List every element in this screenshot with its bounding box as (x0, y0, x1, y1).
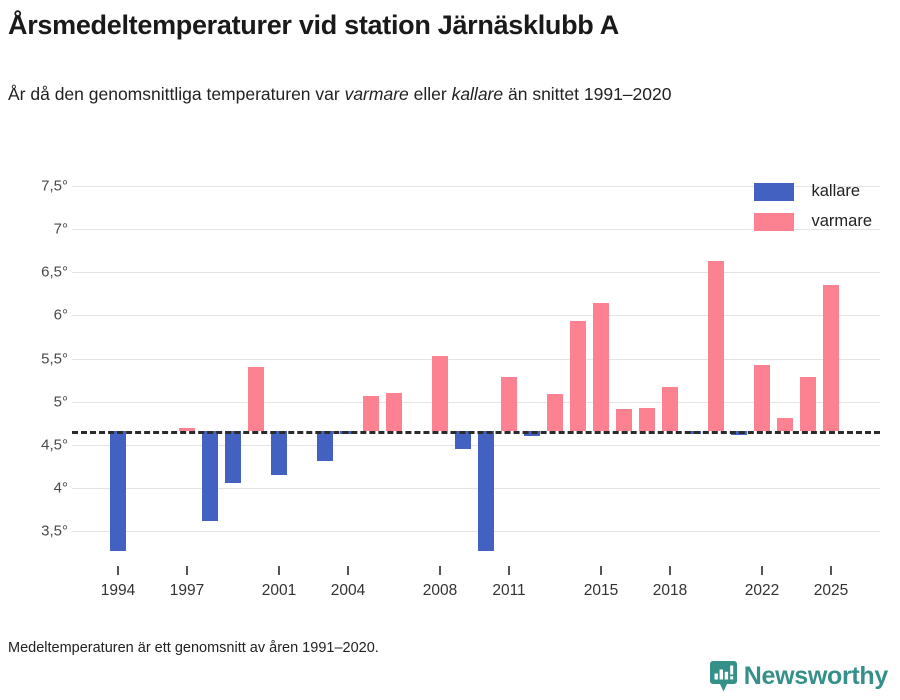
y-axis-tick-label: 3,5° (41, 522, 68, 540)
bar-2023[interactable] (777, 418, 793, 431)
y-axis-tick-label: 6° (53, 306, 68, 324)
legend-swatch-cold-icon (754, 182, 795, 201)
gridline (72, 531, 880, 532)
y-axis-tick-label: 4° (53, 479, 68, 497)
x-axis-tick (761, 566, 763, 575)
chart-legend: kallare varmare (754, 182, 872, 242)
bar-2016[interactable] (616, 409, 632, 431)
chart-subtitle: År då den genomsnittliga temperaturen va… (8, 80, 858, 108)
gridline (72, 401, 880, 403)
bar-2009[interactable] (455, 430, 471, 450)
bar-2000[interactable] (248, 367, 264, 431)
legend-item-kallare[interactable]: kallare (754, 182, 872, 201)
bar-chart-pin-icon (709, 661, 737, 692)
bar-1994[interactable] (110, 430, 126, 551)
y-axis-tick-label: 7,5° (41, 177, 68, 195)
x-axis-tick (347, 566, 349, 575)
x-axis-tick-label: 1997 (169, 582, 205, 599)
gridline (72, 315, 880, 317)
bar-1997[interactable] (179, 428, 195, 431)
legend-swatch-warm-icon (754, 212, 795, 231)
bar-2010[interactable] (478, 430, 494, 551)
page-title: Årsmedeltemperaturer vid station Järnäsk… (8, 10, 619, 40)
x-axis-tick-label: 2018 (652, 582, 688, 599)
gridline (72, 272, 880, 274)
bar-2014[interactable] (570, 321, 586, 431)
x-axis-tick (439, 566, 441, 575)
subtitle-text-2: eller (408, 84, 452, 104)
bar-2008[interactable] (432, 355, 448, 431)
y-axis-tick-label: 5,5° (41, 350, 68, 367)
bar-2001[interactable] (271, 430, 287, 475)
x-axis-tick-label: 2025 (813, 582, 849, 599)
subtitle-emphasis-varmare: varmare (344, 84, 409, 104)
legend-label-varmare: varmare (811, 212, 872, 230)
y-axis-tick-label: 4,5° (41, 436, 68, 454)
bar-2015[interactable] (593, 303, 609, 431)
subtitle-emphasis-kallare: kallare (451, 84, 504, 104)
bar-2020[interactable] (708, 261, 724, 431)
brand-name: Newsworthy (743, 662, 889, 690)
y-axis-tick-label: 5° (53, 393, 68, 411)
bar-2006[interactable] (386, 393, 402, 431)
newsworthy-brand[interactable]: Newsworthy (709, 661, 889, 692)
x-axis-tick-label: 2001 (261, 582, 297, 599)
bar-2024[interactable] (800, 377, 816, 431)
bar-2013[interactable] (547, 393, 563, 431)
x-axis-tick-label: 2004 (330, 582, 366, 599)
gridline (72, 444, 880, 446)
y-axis-tick-label: 6,5° (41, 263, 68, 281)
gridline (72, 358, 880, 360)
bar-2017[interactable] (639, 407, 655, 431)
x-axis-tick (117, 566, 119, 575)
bar-2011[interactable] (501, 377, 517, 431)
chart-footnote: Medeltemperaturen är ett genomsnitt av å… (8, 640, 379, 656)
bar-2003[interactable] (317, 430, 333, 462)
subtitle-text-1: År då den genomsnittliga temperaturen va… (8, 84, 345, 104)
legend-item-varmare[interactable]: varmare (754, 212, 872, 231)
bar-2025[interactable] (823, 285, 839, 431)
bar-2005[interactable] (363, 396, 379, 431)
x-axis-tick (830, 566, 832, 575)
gridline (72, 487, 880, 489)
x-axis-tick (186, 566, 188, 575)
legend-label-kallare: kallare (811, 182, 861, 200)
x-axis-tick (669, 566, 671, 575)
gridline (72, 186, 880, 187)
x-axis-tick-label: 2015 (583, 582, 619, 599)
x-axis-tick (278, 566, 280, 575)
bar-1998[interactable] (202, 430, 218, 521)
bar-2022[interactable] (754, 364, 770, 431)
x-axis-tick (508, 566, 510, 575)
bar-1999[interactable] (225, 430, 241, 483)
x-axis-tick-label: 2008 (422, 582, 458, 599)
baseline-dashed-line (72, 430, 880, 434)
x-axis-tick-label: 2022 (744, 582, 780, 599)
subtitle-text-3: än snittet 1991–2020 (503, 84, 672, 104)
bar-2018[interactable] (662, 386, 678, 431)
x-axis-tick-label: 2011 (492, 582, 526, 599)
x-axis-tick-label: 1994 (100, 582, 136, 599)
gridline (72, 229, 880, 231)
y-axis-tick-label: 7° (53, 220, 68, 238)
x-axis-tick (600, 566, 602, 575)
